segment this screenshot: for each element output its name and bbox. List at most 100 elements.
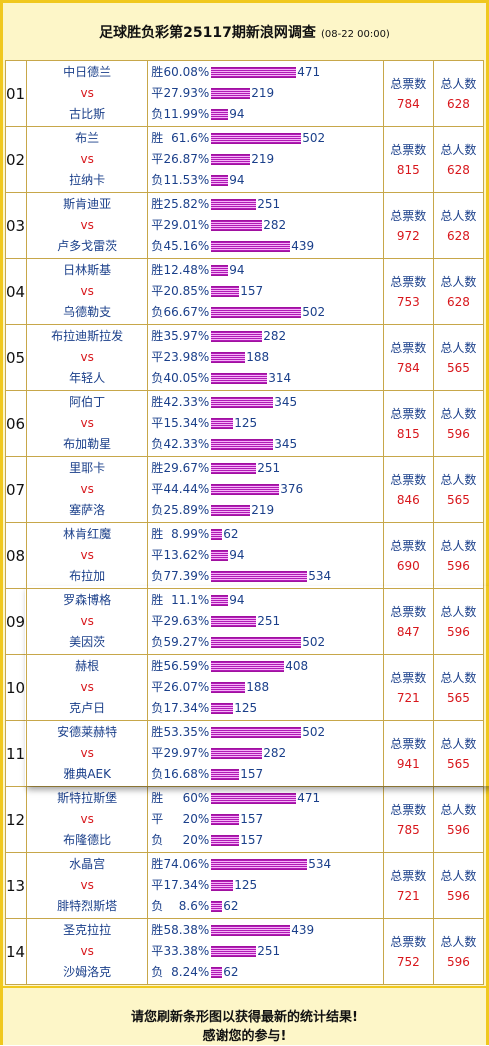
match-row: 02 布兰 vs 拉纳卡 胜 61.6% 502 平 26.87% 219 负 11.53% 94 总票数… bbox=[4, 126, 485, 193]
home-team[interactable]: 安德莱赫特 bbox=[57, 725, 118, 739]
home-team[interactable]: 日林斯基 bbox=[63, 263, 112, 277]
total-votes-value: 752 bbox=[396, 954, 420, 969]
match-row: 01 中日德兰 vs 古比斯 胜 60.08% 471 平 27.93% 219 负 11.99% 94… bbox=[4, 60, 485, 127]
away-team[interactable]: 沙姆洛克 bbox=[63, 965, 112, 979]
home-team[interactable]: 林肯红魔 bbox=[63, 527, 112, 541]
outcome-bar bbox=[211, 352, 246, 363]
vote-row: 平 20.85% 157 bbox=[148, 281, 382, 302]
outcome-percent: 60.08% bbox=[163, 65, 210, 79]
away-team[interactable]: 卢多戈雷茨 bbox=[57, 239, 118, 253]
outcome-label: 胜 bbox=[151, 593, 164, 607]
away-team[interactable]: 拉纳卡 bbox=[69, 173, 106, 187]
home-team[interactable]: 斯特拉斯堡 bbox=[57, 791, 118, 805]
total-votes-value: 690 bbox=[396, 558, 420, 573]
match-teams: 斯肯迪亚 vs 卢多戈雷茨 bbox=[26, 192, 149, 259]
vote-bars: 胜 58.38% 439 平 33.38% 251 负 8.24% 62 bbox=[147, 918, 384, 985]
match-teams: 布兰 vs 拉纳卡 bbox=[26, 126, 149, 193]
away-team[interactable]: 布隆德比 bbox=[63, 833, 112, 847]
total-votes-value: 815 bbox=[396, 162, 420, 177]
outcome-bar bbox=[211, 769, 240, 780]
away-team[interactable]: 乌德勒支 bbox=[63, 305, 112, 319]
outcome-label: 平 bbox=[151, 284, 164, 298]
outcome-count: 94 bbox=[229, 263, 245, 277]
outcome-label: 平 bbox=[151, 746, 164, 760]
away-team[interactable]: 年轻人 bbox=[69, 371, 106, 385]
outcome-percent: 27.93% bbox=[163, 86, 210, 100]
outcome-count: 282 bbox=[263, 746, 287, 760]
vs-label: vs bbox=[80, 614, 94, 628]
outcome-count: 157 bbox=[240, 284, 264, 298]
vote-bars: 胜 60.08% 471 平 27.93% 219 负 11.99% 94 bbox=[147, 60, 384, 127]
total-people-label: 总人数 bbox=[440, 472, 477, 487]
match-number: 10 bbox=[4, 654, 28, 721]
match-number: 08 bbox=[4, 522, 28, 589]
home-team[interactable]: 里耶卡 bbox=[69, 461, 106, 475]
outcome-label: 胜 bbox=[151, 329, 164, 343]
home-team[interactable]: 罗森博格 bbox=[63, 593, 112, 607]
away-team[interactable]: 克卢日 bbox=[69, 701, 106, 715]
total-people-value: 596 bbox=[446, 888, 470, 903]
survey-title: 足球胜负彩第25117期新浪网调查 bbox=[99, 25, 316, 41]
home-team[interactable]: 布拉迪斯拉发 bbox=[51, 329, 124, 343]
outcome-label: 负 bbox=[151, 833, 164, 847]
outcome-bar bbox=[211, 748, 263, 759]
outcome-label: 负 bbox=[151, 503, 164, 517]
outcome-count: 502 bbox=[302, 725, 326, 739]
total-votes-cell: 总票数 815 bbox=[382, 126, 434, 193]
total-votes-label: 总票数 bbox=[390, 736, 427, 751]
away-team[interactable]: 塞萨洛 bbox=[69, 503, 106, 517]
outcome-percent: 58.38% bbox=[163, 923, 210, 937]
vote-row: 负 8.24% 62 bbox=[148, 962, 382, 983]
away-team[interactable]: 美因茨 bbox=[69, 635, 106, 649]
home-team[interactable]: 阿伯丁 bbox=[69, 395, 106, 409]
match-row: 04 日林斯基 vs 乌德勒支 胜 12.48% 94 平 20.85% 157 负 66.67% 50… bbox=[4, 258, 485, 325]
total-votes-cell: 总票数 815 bbox=[382, 390, 434, 457]
away-team[interactable]: 布拉加 bbox=[69, 569, 106, 583]
vote-row: 负 11.53% 94 bbox=[148, 170, 382, 191]
total-votes-value: 846 bbox=[396, 492, 420, 507]
total-people-value: 596 bbox=[446, 954, 470, 969]
outcome-count: 94 bbox=[229, 107, 245, 121]
match-row: 12 斯特拉斯堡 vs 布隆德比 胜 60% 471 平 20% 157 负 20% 157 总票数 785… bbox=[4, 786, 485, 853]
total-people-value: 565 bbox=[446, 690, 470, 705]
total-people-label: 总人数 bbox=[440, 538, 477, 553]
total-votes-value: 721 bbox=[396, 888, 420, 903]
vote-row: 负 45.16% 439 bbox=[148, 236, 382, 257]
total-votes-value: 753 bbox=[396, 294, 420, 309]
total-votes-cell: 总票数 784 bbox=[382, 60, 434, 127]
home-team[interactable]: 布兰 bbox=[75, 131, 100, 145]
outcome-bar bbox=[211, 418, 234, 429]
outcome-percent: 13.62% bbox=[163, 548, 210, 562]
vs-label: vs bbox=[80, 416, 94, 430]
outcome-percent: 29.67% bbox=[163, 461, 210, 475]
away-team[interactable]: 雅典AEK bbox=[63, 767, 111, 781]
home-team[interactable]: 水晶宫 bbox=[69, 857, 106, 871]
outcome-count: 188 bbox=[246, 350, 270, 364]
home-team[interactable]: 赫根 bbox=[75, 659, 100, 673]
outcome-label: 平 bbox=[151, 218, 164, 232]
outcome-count: 251 bbox=[257, 944, 281, 958]
total-votes-cell: 总票数 784 bbox=[382, 324, 434, 391]
total-people-cell: 总人数 565 bbox=[432, 324, 485, 391]
outcome-count: 157 bbox=[240, 833, 264, 847]
away-team[interactable]: 布加勒星 bbox=[63, 437, 112, 451]
away-team[interactable]: 腓特烈斯塔 bbox=[57, 899, 118, 913]
outcome-bar bbox=[211, 331, 263, 342]
total-votes-cell: 总票数 941 bbox=[382, 720, 434, 787]
outcome-label: 平 bbox=[151, 548, 164, 562]
outcome-percent: 26.07% bbox=[163, 680, 210, 694]
vote-row: 平 17.34% 125 bbox=[148, 875, 382, 896]
home-team[interactable]: 中日德兰 bbox=[63, 65, 112, 79]
home-team[interactable]: 斯肯迪亚 bbox=[63, 197, 112, 211]
vs-label: vs bbox=[80, 482, 94, 496]
match-teams: 布拉迪斯拉发 vs 年轻人 bbox=[26, 324, 149, 391]
vote-row: 平 27.93% 219 bbox=[148, 83, 382, 104]
home-team[interactable]: 圣克拉拉 bbox=[63, 923, 112, 937]
outcome-count: 314 bbox=[268, 371, 292, 385]
vote-row: 胜 60% 471 bbox=[148, 788, 382, 809]
away-team[interactable]: 古比斯 bbox=[69, 107, 106, 121]
total-people-cell: 总人数 565 bbox=[432, 720, 485, 787]
outcome-bar bbox=[211, 661, 285, 672]
vote-row: 胜 8.99% 62 bbox=[148, 524, 382, 545]
total-votes-label: 总票数 bbox=[390, 406, 427, 421]
